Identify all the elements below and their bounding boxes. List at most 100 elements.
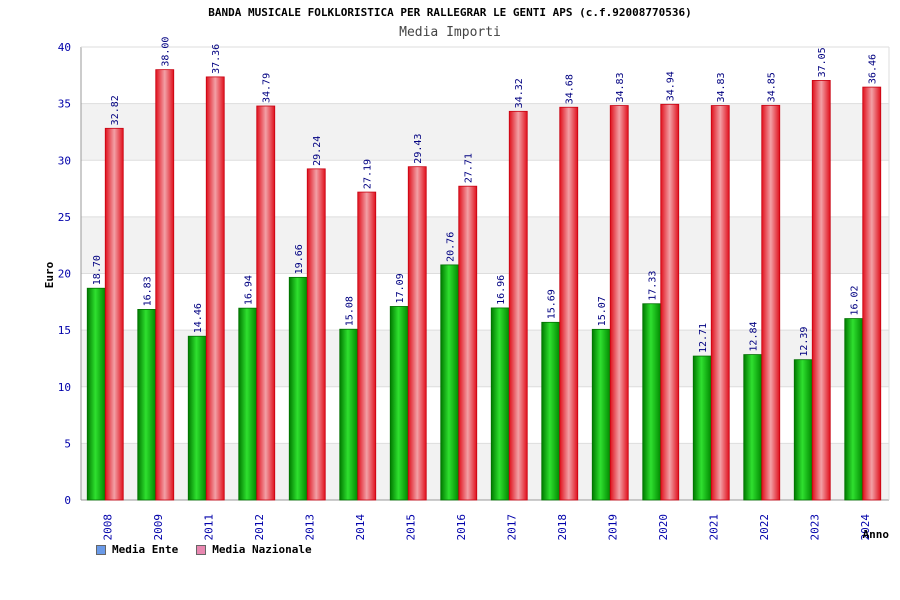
bar-ente <box>642 303 662 501</box>
data-label: 14.46 <box>193 303 204 333</box>
bar-ente <box>541 321 561 501</box>
bar-nazionale <box>559 106 579 501</box>
y-tick-label: 10 <box>58 381 71 394</box>
bar-ente <box>86 287 106 501</box>
y-tick-label: 25 <box>58 211 71 224</box>
x-tick-label: 2013 <box>303 514 316 541</box>
bar-nazionale <box>357 191 377 501</box>
data-label: 27.19 <box>363 159 374 189</box>
x-tick-label: 2022 <box>758 514 771 541</box>
chart-subtitle: Media Importi <box>399 25 501 40</box>
x-tick-label: 2009 <box>152 514 165 541</box>
data-label: 12.84 <box>749 321 760 351</box>
legend-swatch-ente <box>96 544 106 555</box>
y-tick-label: 30 <box>58 154 71 167</box>
bars <box>86 69 882 501</box>
data-label: 15.07 <box>597 296 608 326</box>
bar-nazionale <box>710 105 730 501</box>
bar-nazionale <box>256 105 276 501</box>
tick-labels: 0 5 10 15 20 25 30 35 40 2008 2009 2011 2012 2013 2014… <box>58 41 872 541</box>
x-tick-label: 2014 <box>354 514 367 541</box>
y-tick-label: 35 <box>58 98 71 111</box>
data-label: 20.76 <box>446 232 457 262</box>
bar-ente <box>793 359 813 501</box>
y-axis-label: Euro <box>43 261 56 288</box>
data-label: 16.94 <box>244 275 255 305</box>
bar-nazionale <box>104 127 124 501</box>
bar-ente <box>339 328 359 501</box>
data-label: 34.79 <box>262 73 273 103</box>
bar-nazionale <box>609 105 629 501</box>
data-label: 16.83 <box>143 276 154 306</box>
bar-nazionale <box>761 104 781 501</box>
x-axis-label: Anno <box>863 528 890 541</box>
bar-nazionale <box>811 80 831 501</box>
legend-item-ente: Media Ente <box>96 543 178 556</box>
bar-ente <box>692 355 712 501</box>
data-label: 12.71 <box>698 323 709 353</box>
legend-label-nazionale: Media Nazionale <box>212 543 312 556</box>
x-tick-label: 2024 <box>859 514 872 541</box>
y-tick-label: 0 <box>64 494 71 507</box>
legend: Media Ente Media Nazionale <box>96 543 312 556</box>
y-tick-label: 5 <box>64 437 71 450</box>
bar-nazionale <box>306 168 326 501</box>
x-tick-label: 2016 <box>455 514 468 541</box>
legend-label-ente: Media Ente <box>112 543 179 556</box>
data-label: 27.71 <box>464 153 475 183</box>
bar-ente <box>288 276 308 501</box>
data-label: 17.33 <box>648 271 659 301</box>
bar-nazionale <box>660 103 680 501</box>
bar-ente <box>591 328 611 501</box>
x-tick-label: 2012 <box>253 514 266 541</box>
bar-nazionale <box>205 76 225 501</box>
data-label: 32.82 <box>110 95 121 125</box>
bar-nazionale <box>407 166 427 501</box>
bar-nazionale <box>458 185 478 501</box>
data-label: 17.09 <box>395 273 406 303</box>
data-label: 34.83 <box>716 72 727 102</box>
bar-ente <box>490 307 510 501</box>
x-tick-label: 2017 <box>505 514 518 541</box>
data-label: 34.68 <box>565 74 576 104</box>
bar-ente <box>389 306 409 501</box>
x-tick-label: 2011 <box>202 514 215 541</box>
x-tick-label: 2015 <box>404 514 417 541</box>
data-label: 16.96 <box>496 275 507 305</box>
data-label: 15.08 <box>345 296 356 326</box>
data-label: 12.39 <box>799 327 810 357</box>
x-tick-label: 2021 <box>707 514 720 541</box>
data-label: 19.66 <box>294 244 305 274</box>
data-label: 18.70 <box>92 255 103 285</box>
data-labels: 18.70 32.82 16.83 38.00 14.46 37.36 16.94 34.79… <box>92 37 879 357</box>
legend-swatch-nazionale <box>196 544 207 555</box>
data-label: 34.83 <box>615 72 626 102</box>
data-label: 37.36 <box>211 44 222 74</box>
bar-ente <box>844 318 864 501</box>
bar-ente <box>137 309 157 501</box>
data-label: 15.69 <box>547 289 558 319</box>
data-label: 36.46 <box>868 54 879 84</box>
bar-nazionale <box>508 110 528 501</box>
y-tick-label: 40 <box>58 41 71 54</box>
y-tick-label: 15 <box>58 324 71 337</box>
data-label: 34.85 <box>767 72 778 102</box>
bar-nazionale <box>155 69 175 501</box>
data-label: 16.02 <box>850 285 861 315</box>
data-label: 38.00 <box>161 37 172 67</box>
chart-title: BANDA MUSICALE FOLKLORISTICA PER RALLEGR… <box>208 6 692 19</box>
x-tick-label: 2008 <box>101 514 114 541</box>
data-label: 29.43 <box>413 134 424 164</box>
data-label: 34.32 <box>514 78 525 108</box>
bar-ente <box>743 354 763 501</box>
bar-ente <box>238 307 258 501</box>
y-tick-label: 20 <box>58 268 71 281</box>
data-label: 34.94 <box>666 71 677 101</box>
x-tick-label: 2023 <box>808 514 821 541</box>
bar-ente <box>440 264 460 501</box>
x-tick-label: 2019 <box>606 514 619 541</box>
bar-ente <box>187 335 207 501</box>
legend-item-nazionale: Media Nazionale <box>196 543 312 556</box>
data-label: 29.24 <box>312 136 323 166</box>
